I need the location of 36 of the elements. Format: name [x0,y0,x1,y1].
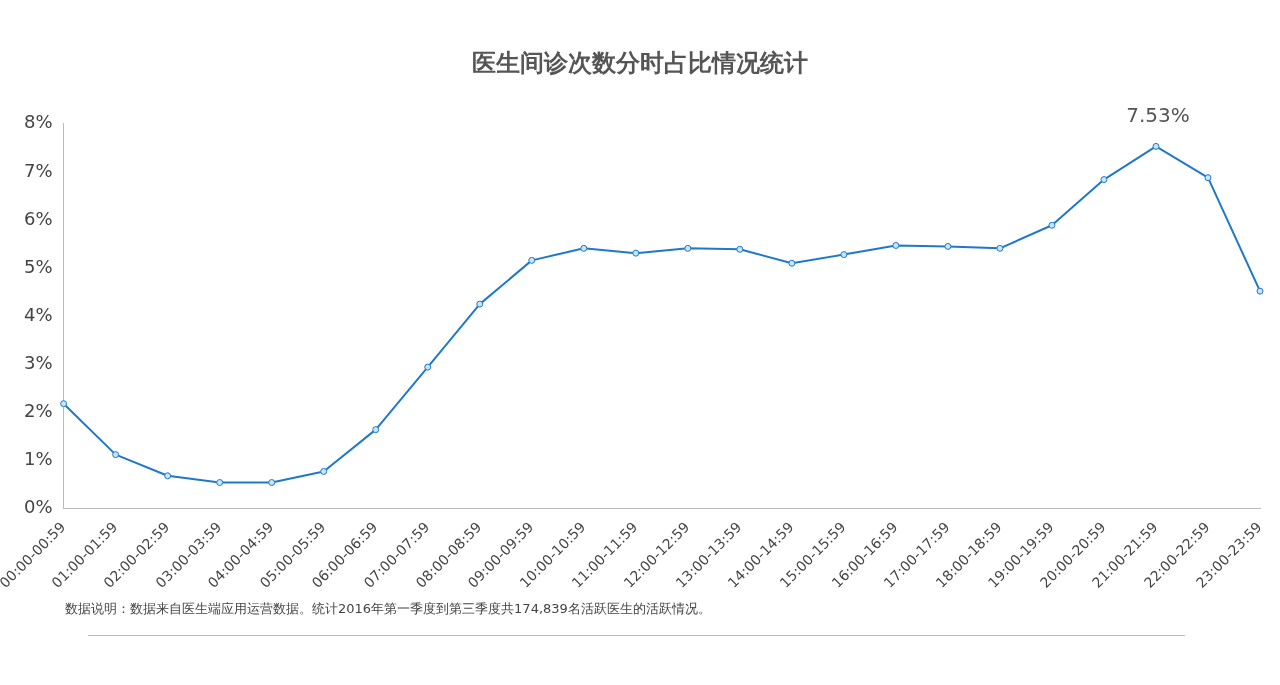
y-tick-label: 8% [24,111,53,133]
point [996,244,1004,252]
data-label: 7.53% [1126,102,1190,127]
point [632,249,640,257]
y-tick-label: 7% [24,159,53,181]
point [268,479,276,487]
y-tick-label: 4% [24,303,53,325]
point [60,400,68,408]
y-tick-label: 1% [24,448,53,470]
point [1152,142,1160,150]
point [1256,287,1264,295]
y-tick-label: 0% [24,496,53,518]
point [1204,174,1212,182]
point [788,259,796,267]
point [476,300,484,308]
point [736,245,744,253]
y-tick-label: 3% [24,351,53,373]
y-tick-label: 5% [24,255,53,277]
point [1100,176,1108,184]
y-tick-label: 2% [24,399,53,421]
y-tick-label: 6% [24,207,53,229]
point [320,467,328,475]
point [216,479,224,487]
point [164,472,172,480]
chart-title: 医生间诊次数分时占比情况统计 [472,48,808,77]
point [944,242,952,250]
text: 数据说明：数据来自医生端应用运营数据。统计2016年第一季度到第三季度共174,839名活跃医生的活跃情况。 [65,600,711,618]
point [1048,221,1056,229]
point [892,241,900,249]
point [424,363,432,371]
point [580,244,588,252]
point [840,251,848,259]
point [372,426,380,434]
point [684,244,692,252]
point [528,256,536,264]
point [112,451,120,459]
